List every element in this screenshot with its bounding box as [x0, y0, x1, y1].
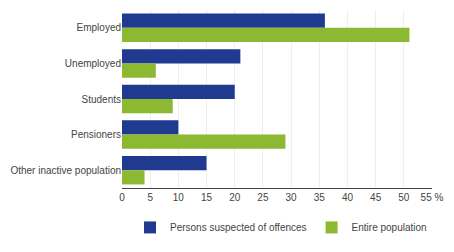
svg-text:40: 40 [342, 192, 354, 203]
svg-text:Unemployed: Unemployed [65, 58, 121, 69]
svg-text:55 %: 55 % [421, 192, 444, 203]
svg-text:20: 20 [229, 192, 241, 203]
svg-text:45: 45 [370, 192, 382, 203]
svg-text:0: 0 [119, 192, 125, 203]
svg-text:10: 10 [173, 192, 185, 203]
svg-text:35: 35 [314, 192, 326, 203]
svg-text:15: 15 [201, 192, 213, 203]
svg-text:Students: Students [82, 94, 121, 105]
svg-text:50: 50 [398, 192, 410, 203]
svg-text:Entire population: Entire population [352, 222, 427, 233]
svg-text:30: 30 [286, 192, 298, 203]
svg-text:Employed: Employed [77, 22, 121, 33]
svg-text:25: 25 [257, 192, 269, 203]
svg-text:5: 5 [147, 192, 153, 203]
svg-text:Persons suspected of offences: Persons suspected of offences [170, 222, 307, 233]
svg-text:Other inactive population: Other inactive population [10, 165, 121, 176]
svg-text:Pensioners: Pensioners [71, 129, 121, 140]
